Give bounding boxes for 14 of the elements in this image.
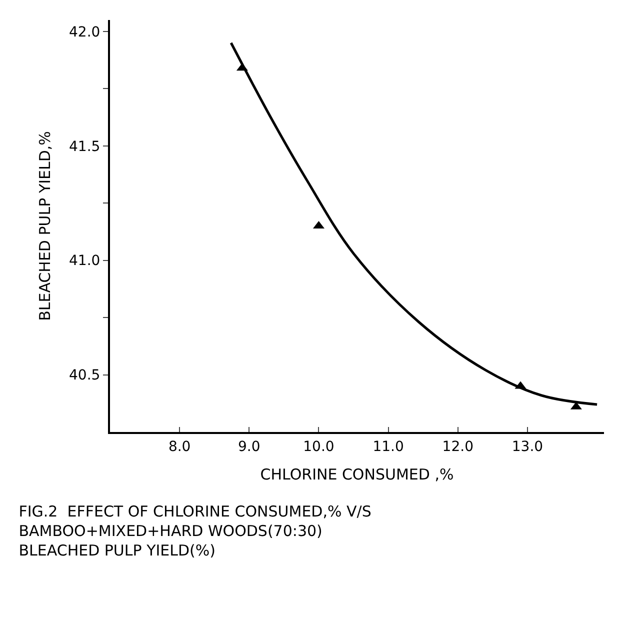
x-axis-title: CHLORINE CONSUMED ,% [260,465,454,484]
y-tick-label: 42.0 [69,24,100,40]
y-tick-label: 41.5 [69,138,100,155]
x-tick-label: 12.0 [442,438,474,455]
x-tick-label: 11.0 [372,438,404,455]
y-axis-title: BLEACHED PULP YIELD,% [36,131,54,321]
x-tick-label: 10.0 [303,438,334,455]
x-tick-label: 9.0 [238,438,260,455]
line-series [230,42,598,406]
x-tick-label: 13.0 [512,438,544,455]
y-tick-label: 40.5 [69,368,100,384]
y-tick-label: 41.0 [69,253,100,270]
x-tick-label: 8.0 [168,438,191,455]
text: FIG.2 EFFECT OF CHLORINE CONSUMED,% V/S BAMBOO+MIXED+HARD WOODS(70:30) BLEACHED PULP YIELD(%) [18,502,372,560]
